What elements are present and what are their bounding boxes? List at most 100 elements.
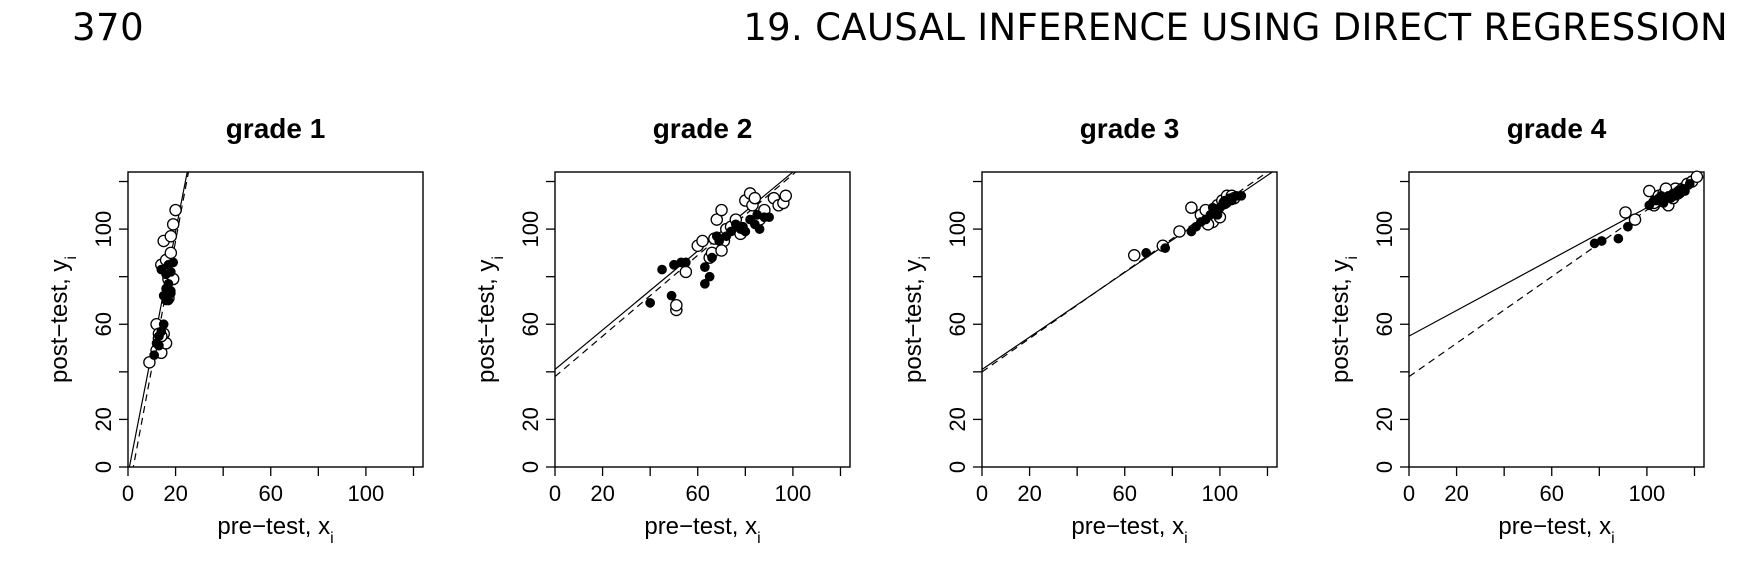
treated-point <box>679 265 693 279</box>
control-point <box>1651 195 1662 206</box>
chart-title: grade 2 <box>653 113 753 144</box>
x-tick-label: 20 <box>163 481 187 506</box>
x-tick-label: 100 <box>348 481 385 506</box>
x-tick-label: 0 <box>976 481 988 506</box>
x-tick-label: 60 <box>1112 481 1136 506</box>
chart-panel-3: grade 3 0 20 60 100 0 20 60 100 pre−test, xi post−… <box>900 113 1278 547</box>
treated-point <box>164 229 178 243</box>
y-axis-label: post−test, yi <box>473 256 507 383</box>
control-point <box>158 319 169 330</box>
y-tick-label: 20 <box>1372 407 1397 431</box>
treated-point <box>715 244 728 257</box>
treated-point <box>169 203 182 217</box>
control-fit-line <box>132 172 190 467</box>
chart-panel-1: grade 1 0 20 60 100 0 20 60 100 pre−test, xi post−… <box>46 113 424 547</box>
control-point <box>700 262 710 273</box>
treated-point <box>670 298 683 312</box>
control-point <box>1212 209 1223 220</box>
control-point <box>754 224 765 234</box>
y-tick-label: 100 <box>91 211 116 248</box>
control-point <box>156 264 167 275</box>
x-axis-label: pre−test, xi <box>1498 513 1614 547</box>
y-tick-label: 0 <box>1372 461 1397 473</box>
control-point <box>149 350 160 361</box>
x-tick-label: 20 <box>1444 481 1468 506</box>
control-point <box>1684 179 1695 189</box>
control-point <box>645 297 656 308</box>
running-head: 19. CAUSAL INFERENCE USING DIRECT REGRES… <box>743 6 1728 49</box>
control-point <box>700 278 710 289</box>
chart-title: grade 4 <box>1507 113 1607 144</box>
x-axis-label: pre−test, xi <box>217 513 333 547</box>
control-point <box>711 231 722 242</box>
y-axis-label: post−test, yi <box>46 256 80 383</box>
treated-point <box>1628 213 1642 226</box>
x-tick-label: 0 <box>122 481 134 506</box>
x-tick-label: 100 <box>775 481 812 506</box>
y-tick-label: 60 <box>91 312 116 336</box>
x-tick-label: 60 <box>258 481 282 506</box>
treated-point <box>164 246 178 260</box>
treated-point <box>1173 225 1186 238</box>
control-point <box>726 226 736 237</box>
control-point <box>707 252 717 263</box>
treated-point <box>715 203 728 217</box>
y-tick-label: 0 <box>945 461 970 473</box>
control-point <box>1141 248 1152 258</box>
plot-frame <box>981 171 1278 468</box>
control-point <box>680 257 691 268</box>
y-tick-label: 60 <box>945 312 970 336</box>
control-point <box>666 290 677 301</box>
treated-point <box>1690 170 1704 184</box>
control-point <box>161 295 171 306</box>
y-tick-label: 60 <box>1372 312 1397 336</box>
control-point <box>1623 221 1633 232</box>
y-tick-label: 0 <box>518 461 543 473</box>
x-tick-label: 0 <box>549 481 561 506</box>
plot-frame <box>1408 171 1705 468</box>
control-point <box>704 271 715 282</box>
chart-panel-4: grade 4 0 20 60 100 0 20 60 100 pre−test, xi post−… <box>1327 113 1705 547</box>
plot-frame <box>554 171 851 468</box>
fit-lines <box>555 172 797 378</box>
x-tick-label: 20 <box>590 481 614 506</box>
control-point <box>154 340 164 351</box>
control-point <box>764 212 774 223</box>
treated-point <box>1185 201 1198 214</box>
x-axis-label: pre−test, xi <box>644 513 760 547</box>
control-point <box>1596 236 1607 246</box>
chart-title: grade 3 <box>1080 113 1180 144</box>
chart-title: grade 1 <box>226 113 326 144</box>
treated-point <box>696 234 709 248</box>
chart-panel-2: grade 2 0 20 60 100 0 20 60 100 pre−test, xi post−… <box>473 113 851 547</box>
control-point <box>1160 243 1171 253</box>
treated-point <box>1128 249 1141 262</box>
x-tick-label: 60 <box>685 481 709 506</box>
treated-point <box>748 191 762 205</box>
y-tick-label: 100 <box>518 211 543 248</box>
treated-point <box>166 218 180 231</box>
y-tick-label: 20 <box>945 407 970 431</box>
control-point <box>1236 190 1247 201</box>
y-axis-label: post−test, yi <box>900 256 934 383</box>
control-point <box>163 259 174 270</box>
control-fit-line <box>555 172 797 378</box>
page-number: 370 <box>72 6 145 49</box>
x-tick-label: 0 <box>1403 481 1415 506</box>
y-tick-label: 20 <box>91 407 116 431</box>
control-point <box>1613 233 1624 244</box>
control-point <box>165 288 176 299</box>
y-axis-label: post−test, yi <box>1327 256 1361 383</box>
control-point <box>657 264 667 275</box>
control-point <box>1680 186 1690 196</box>
x-tick-label: 60 <box>1539 481 1563 506</box>
treated-point <box>1619 206 1632 219</box>
treated-point <box>779 189 793 203</box>
control-point <box>738 221 748 232</box>
plot-frame <box>127 171 424 468</box>
y-tick-label: 100 <box>1372 211 1397 248</box>
x-tick-label: 100 <box>1629 481 1666 506</box>
y-tick-label: 20 <box>518 407 543 431</box>
x-tick-label: 20 <box>1017 481 1041 506</box>
